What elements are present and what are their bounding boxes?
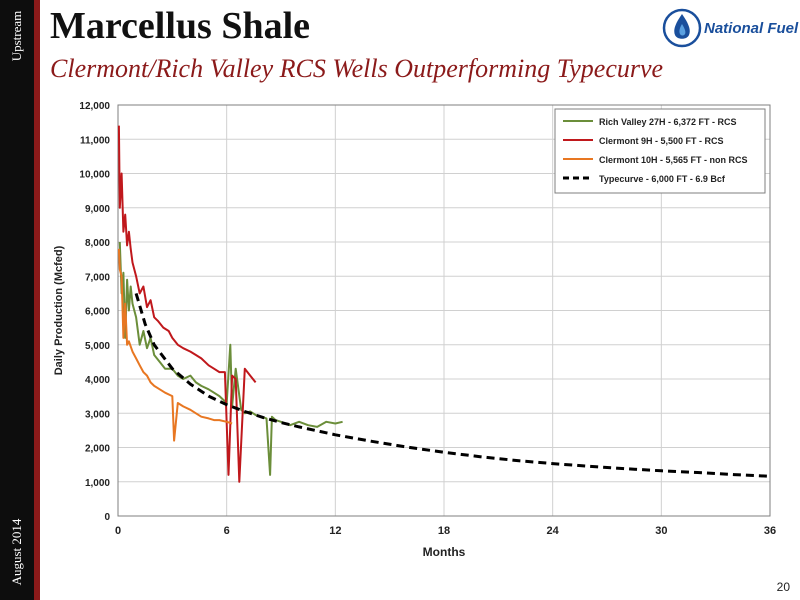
y-tick-label: 1,000	[85, 478, 110, 489]
production-chart: 0 1,000 2,000 3,000 4,000 5,000 6,000 7,000 8,00…	[53, 101, 776, 559]
slide-subtitle: Clermont/Rich Valley RCS Wells Outperfor…	[50, 54, 664, 83]
y-tick-label: 3,000	[85, 409, 110, 420]
x-axis-ticks: 0 6 12 18 24 30 36	[115, 525, 776, 537]
y-tick-label: 10,000	[79, 170, 110, 181]
flame-drop-icon	[662, 8, 702, 48]
legend-entry: Clermont 9H - 5,500 FT - RCS	[599, 136, 724, 146]
sidebar-accent-bar	[34, 0, 40, 600]
national-fuel-logo: National Fuel	[660, 8, 798, 48]
legend-entry: Typecurve - 6,000 FT - 6.9 Bcf	[599, 174, 726, 184]
legend-box	[554, 108, 766, 194]
sidebar-label-date: August 2014	[9, 518, 24, 586]
y-tick-label: 12,000	[79, 101, 110, 112]
x-tick-label: 36	[764, 525, 776, 537]
x-tick-label: 0	[115, 525, 121, 537]
x-tick-label: 24	[547, 525, 560, 537]
legend-entry: Clermont 10H - 5,565 FT - non RCS	[599, 155, 748, 165]
y-axis-label: Daily Production (Mcfed)	[53, 245, 65, 375]
y-tick-label: 11,000	[80, 135, 110, 146]
y-tick-label: 4,000	[85, 375, 110, 386]
series-line-2	[117, 125, 257, 483]
logo-text: National Fuel	[704, 20, 799, 37]
chart-series	[117, 125, 771, 483]
series-line-4	[134, 292, 771, 478]
y-axis-ticks: 0 1,000 2,000 3,000 4,000 5,000 6,000 7,000 8,00…	[79, 101, 110, 523]
slide-title: Marcellus Shale	[50, 5, 311, 47]
y-tick-label: 9,000	[85, 204, 110, 215]
series-line-3	[117, 248, 233, 442]
y-tick-label: 7,000	[85, 272, 110, 283]
sidebar-label-upstream: Upstream	[9, 10, 24, 62]
series-line-1	[118, 241, 343, 476]
x-axis-label: Months	[423, 545, 466, 559]
page-number: 20	[776, 580, 790, 594]
plot-frame	[117, 104, 771, 517]
y-tick-label: 6,000	[85, 307, 110, 318]
x-tick-label: 6	[224, 525, 230, 537]
legend-entry: Rich Valley 27H - 6,372 FT - RCS	[599, 117, 737, 127]
y-tick-label: 8,000	[85, 238, 110, 249]
y-tick-label: 5,000	[85, 341, 110, 352]
x-tick-label: 18	[438, 525, 450, 537]
y-tick-label: 2,000	[85, 444, 110, 455]
x-tick-label: 12	[329, 525, 341, 537]
y-tick-label: 0	[104, 512, 110, 523]
sidebar	[0, 0, 34, 600]
chart-legend: Rich Valley 27H - 6,372 FT - RCS Clermont…	[554, 108, 766, 194]
x-tick-label: 30	[655, 525, 667, 537]
